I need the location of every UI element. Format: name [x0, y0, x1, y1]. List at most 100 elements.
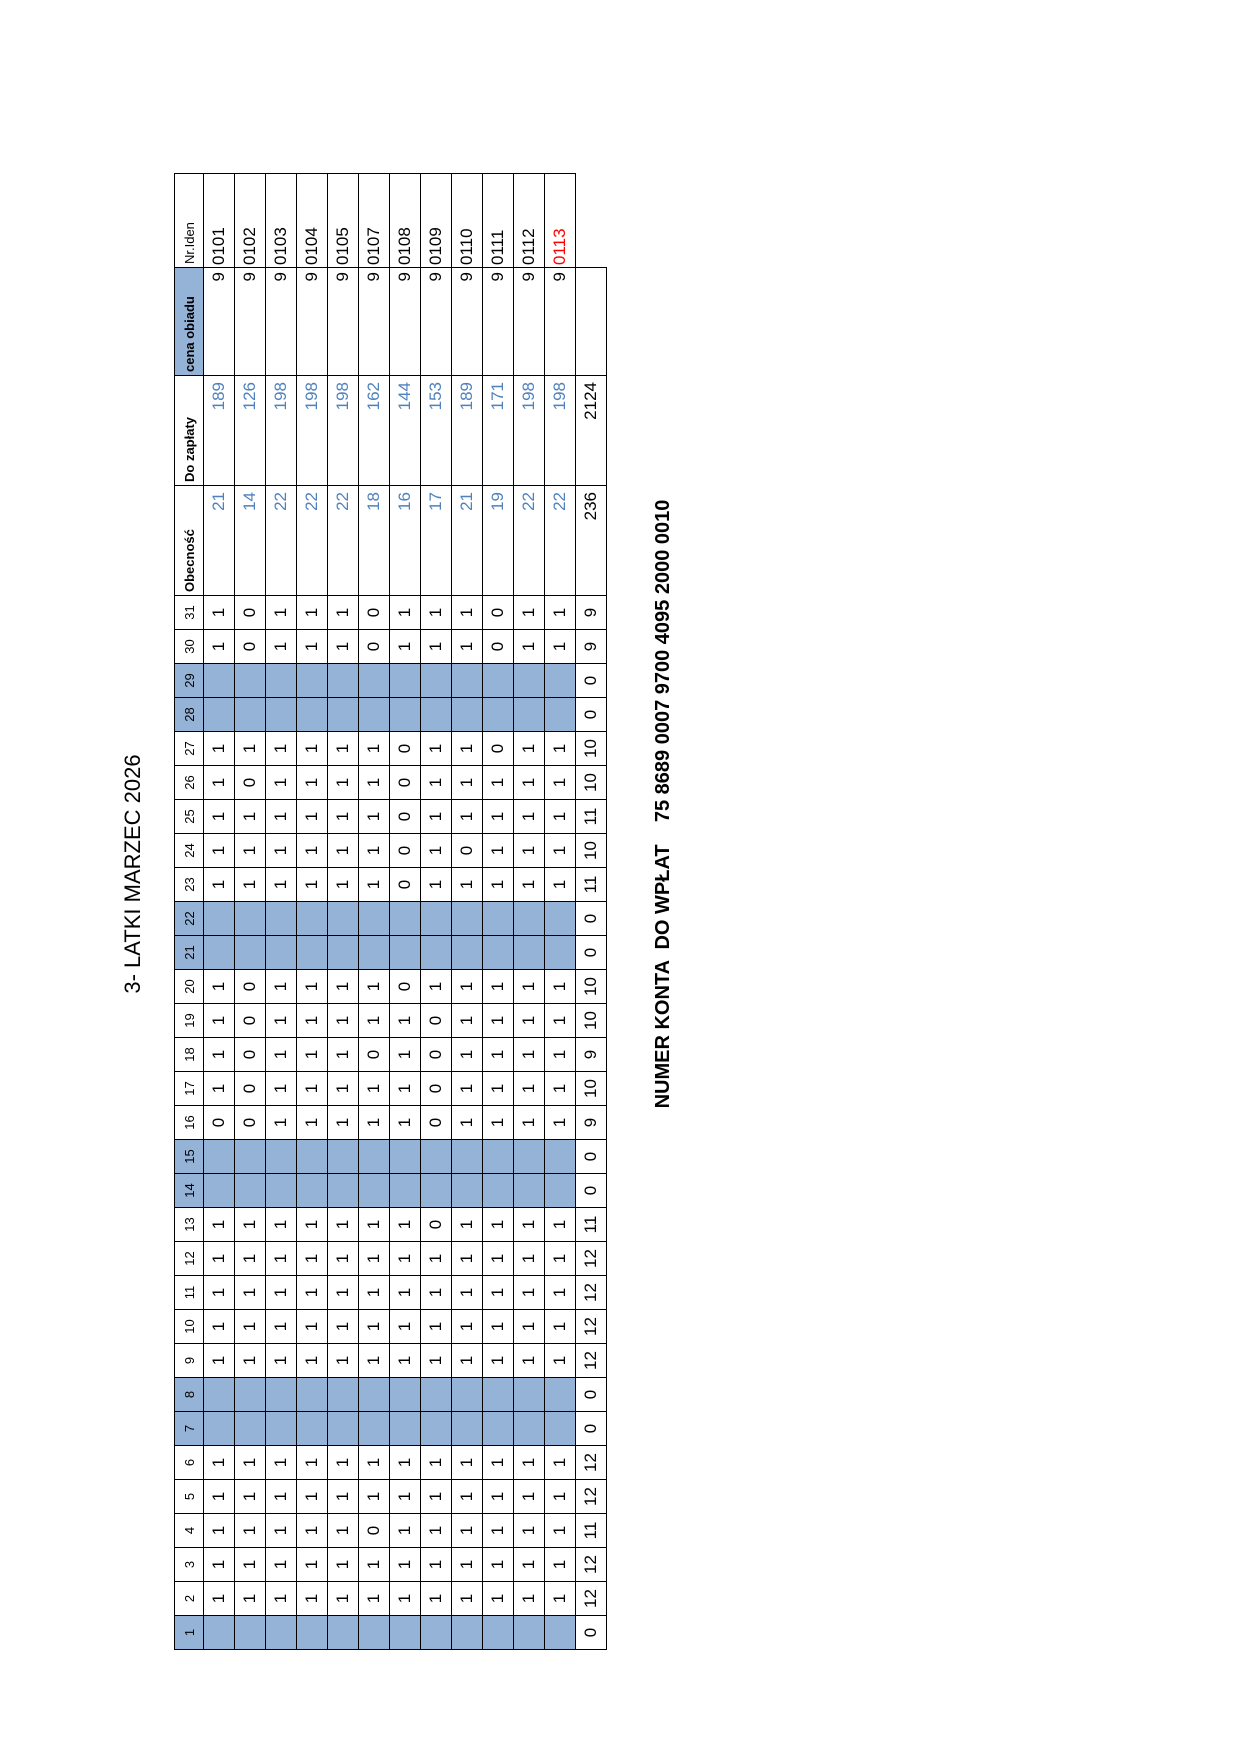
day-cell	[544, 935, 576, 970]
day-cell	[234, 1173, 266, 1208]
day-cell: 1	[420, 1547, 452, 1582]
day-cell: 1	[513, 1071, 545, 1106]
day-cell: 1	[513, 1003, 545, 1038]
day-cell: 1	[544, 765, 576, 800]
day-cell: 1	[513, 1037, 545, 1072]
day-cell: 0	[358, 595, 390, 630]
day-cell	[420, 1411, 452, 1446]
day-cell: 0	[358, 1037, 390, 1072]
day-cell: 1	[358, 1241, 390, 1276]
day-cell: 1	[234, 1445, 266, 1480]
day-cell	[203, 1411, 235, 1446]
cena-cell: 9	[265, 267, 297, 376]
day-cell: 1	[544, 1003, 576, 1038]
day-cell	[234, 1615, 266, 1650]
day-cell: 1	[358, 1003, 390, 1038]
total-day-cell: 0	[575, 697, 607, 732]
day-cell	[234, 1139, 266, 1174]
day-cell	[358, 935, 390, 970]
do-zaplaty-cell: 198	[544, 375, 576, 486]
table-row: 1 1 1 1 1 1 1 1 1 1 1 1 1 1 1 1 1 1 1 1 1 1 22 198 9 0103	[265, 173, 297, 1650]
cena-cell: 9	[482, 267, 514, 376]
day-cell: 0	[420, 1071, 452, 1106]
day-cell: 1	[296, 799, 328, 834]
day-cell: 1	[482, 867, 514, 902]
table-row: 1 1 1 1 1 1 1 1 1 1 1 1 1 1 1 1 1 1 1 1 1 1 22 198 9 0104	[296, 173, 328, 1650]
day-cell	[358, 901, 390, 936]
day-cell: 0	[389, 765, 421, 800]
day-cell: 1	[234, 1547, 266, 1582]
do-zaplaty-cell: 198	[265, 375, 297, 486]
day-cell: 1	[389, 1581, 421, 1616]
day-cell: 1	[544, 1581, 576, 1616]
day-cell: 0	[389, 867, 421, 902]
day-cell: 1	[296, 833, 328, 868]
day-cell: 1	[203, 1207, 235, 1242]
day-cell: 1	[544, 1105, 576, 1140]
day-cell: 1	[203, 595, 235, 630]
day-cell: 1	[451, 1037, 483, 1072]
day-cell: 1	[544, 1547, 576, 1582]
day-header: 29	[174, 663, 204, 698]
day-cell: 1	[544, 1445, 576, 1480]
day-cell: 1	[389, 1547, 421, 1582]
total-day-cell: 12	[575, 1445, 607, 1480]
day-header: 12	[174, 1241, 204, 1276]
day-header: 7	[174, 1411, 204, 1446]
day-cell	[513, 1377, 545, 1412]
day-cell: 1	[203, 765, 235, 800]
day-cell: 1	[420, 1343, 452, 1378]
day-cell: 1	[358, 1105, 390, 1140]
total-nr-empty	[576, 174, 607, 268]
day-cell	[482, 1411, 514, 1446]
day-cell: 1	[265, 1275, 297, 1310]
day-header: 31	[174, 595, 204, 630]
total-day-cell: 0	[575, 663, 607, 698]
day-cell: 1	[296, 1513, 328, 1548]
day-cell: 1	[203, 1309, 235, 1344]
day-cell	[327, 1411, 359, 1446]
day-cell: 1	[358, 1547, 390, 1582]
day-cell: 1	[451, 1581, 483, 1616]
day-cell: 1	[544, 1513, 576, 1548]
day-cell	[327, 663, 359, 698]
day-cell: 1	[265, 1071, 297, 1106]
day-cell	[296, 663, 328, 698]
day-cell	[327, 1139, 359, 1174]
day-cell: 1	[358, 1071, 390, 1106]
day-cell	[482, 697, 514, 732]
day-cell: 1	[513, 1479, 545, 1514]
day-header: 21	[174, 935, 204, 970]
day-cell: 1	[389, 1275, 421, 1310]
day-cell: 1	[482, 799, 514, 834]
total-day-cell: 0	[575, 1377, 607, 1412]
day-cell: 1	[327, 969, 359, 1004]
total-day-cell: 10	[575, 1071, 607, 1106]
day-cell: 1	[358, 833, 390, 868]
day-cell: 1	[265, 1309, 297, 1344]
day-cell: 1	[544, 1479, 576, 1514]
day-cell	[265, 1377, 297, 1412]
day-cell: 1	[389, 629, 421, 664]
day-cell	[420, 663, 452, 698]
day-cell: 1	[327, 1581, 359, 1616]
do-zaplaty-cell: 189	[451, 375, 483, 486]
day-cell	[358, 697, 390, 732]
day-cell: 1	[327, 1547, 359, 1582]
day-cell: 1	[296, 1343, 328, 1378]
day-cell: 1	[389, 1445, 421, 1480]
day-cell: 1	[544, 1275, 576, 1310]
table-row: 1 1 1 1 1 1 1 1 1 1 1 1 1 1 1 1 1 1 1 1 1 1 22 198 9 0112	[513, 173, 545, 1650]
day-cell	[420, 1173, 452, 1208]
day-cell	[451, 697, 483, 732]
day-cell: 1	[451, 1275, 483, 1310]
day-cell: 1	[451, 595, 483, 630]
total-day-cell: 0	[575, 1411, 607, 1446]
day-cell: 0	[420, 1105, 452, 1140]
total-day-cell: 11	[575, 799, 607, 834]
day-cell	[513, 901, 545, 936]
day-cell: 1	[265, 595, 297, 630]
day-cell: 1	[203, 1241, 235, 1276]
day-cell: 1	[389, 1207, 421, 1242]
cena-cell: 9	[358, 267, 390, 376]
